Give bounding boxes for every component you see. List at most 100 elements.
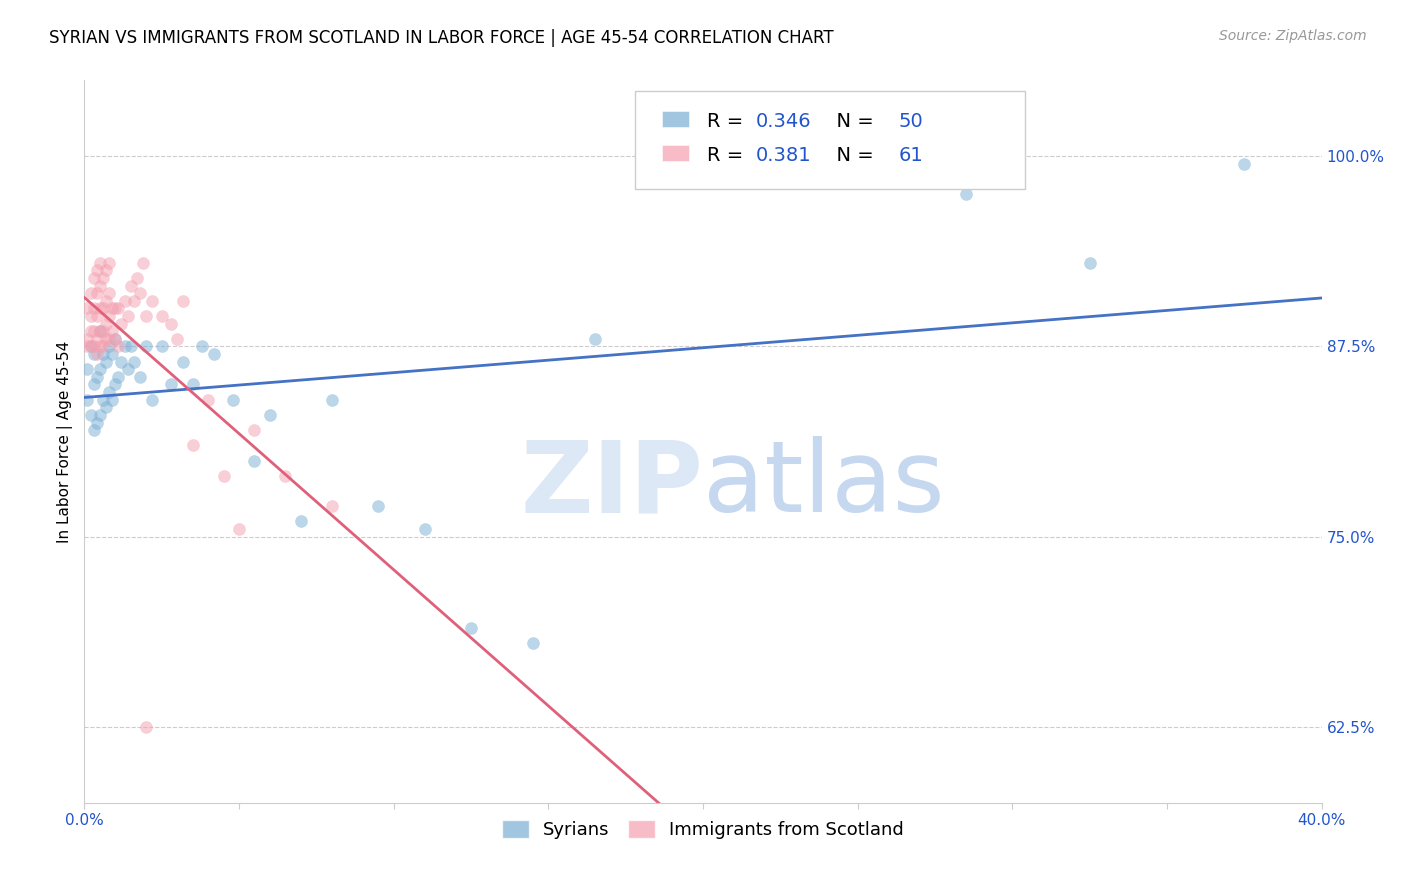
Point: [583, 332, 606, 346]
Point: [150, 309, 173, 323]
Point: [107, 339, 129, 353]
Point: [76, 301, 98, 316]
Point: [955, 187, 977, 202]
Point: [1233, 157, 1256, 171]
Point: [107, 370, 129, 384]
Point: [1078, 256, 1101, 270]
Point: [94, 317, 117, 331]
Point: [135, 720, 157, 734]
Point: [120, 339, 142, 353]
Point: [110, 317, 132, 331]
Point: [172, 293, 194, 308]
Y-axis label: In Labor Force | Age 45-54: In Labor Force | Age 45-54: [58, 341, 73, 542]
Point: [89, 278, 111, 293]
Point: [160, 317, 183, 331]
Point: [89, 408, 111, 422]
Point: [166, 332, 188, 346]
Point: [94, 354, 117, 368]
Text: SYRIAN VS IMMIGRANTS FROM SCOTLAND IN LABOR FORCE | AGE 45-54 CORRELATION CHART: SYRIAN VS IMMIGRANTS FROM SCOTLAND IN LA…: [49, 29, 834, 46]
Text: atlas: atlas: [703, 436, 945, 533]
Point: [91, 392, 114, 407]
Point: [79, 309, 101, 323]
Point: [321, 499, 343, 513]
Point: [120, 278, 142, 293]
Point: [101, 392, 124, 407]
Point: [86, 309, 108, 323]
Text: Source: ZipAtlas.com: Source: ZipAtlas.com: [1219, 29, 1367, 43]
Point: [117, 362, 139, 376]
Point: [98, 286, 121, 301]
Point: [460, 621, 482, 635]
Text: ZIP: ZIP: [520, 436, 703, 533]
Point: [83, 377, 105, 392]
Point: [135, 339, 157, 353]
Text: R =: R =: [707, 146, 749, 165]
Point: [91, 271, 114, 285]
Point: [89, 301, 111, 316]
Point: [202, 347, 225, 361]
Point: [86, 286, 108, 301]
Point: [172, 354, 194, 368]
Point: [86, 263, 108, 277]
Point: [98, 332, 121, 346]
Text: 0.381: 0.381: [756, 146, 811, 165]
Point: [413, 522, 436, 536]
Point: [101, 301, 124, 316]
Point: [522, 636, 544, 650]
Point: [91, 301, 114, 316]
Point: [79, 324, 101, 338]
Point: [83, 271, 105, 285]
Point: [104, 301, 127, 316]
FancyBboxPatch shape: [662, 145, 689, 161]
Point: [274, 468, 297, 483]
Text: 61: 61: [898, 146, 924, 165]
Text: 50: 50: [898, 112, 924, 131]
Point: [89, 324, 111, 338]
Point: [83, 339, 105, 353]
Point: [141, 293, 163, 308]
Point: [76, 362, 98, 376]
Point: [79, 286, 101, 301]
Point: [76, 332, 98, 346]
Point: [98, 256, 121, 270]
Point: [122, 293, 145, 308]
Point: [243, 453, 266, 467]
Point: [104, 332, 127, 346]
Point: [83, 301, 105, 316]
Point: [98, 385, 121, 400]
Point: [104, 377, 127, 392]
Point: [86, 370, 108, 384]
Point: [79, 339, 101, 353]
Point: [83, 324, 105, 338]
Text: N =: N =: [824, 112, 880, 131]
Point: [129, 286, 152, 301]
Point: [191, 339, 214, 353]
FancyBboxPatch shape: [662, 112, 689, 128]
Text: N =: N =: [824, 146, 880, 165]
Point: [160, 377, 183, 392]
Point: [101, 347, 124, 361]
Point: [228, 522, 250, 536]
Point: [125, 271, 148, 285]
Point: [94, 293, 117, 308]
Point: [91, 324, 114, 338]
Point: [89, 362, 111, 376]
Legend: Syrians, Immigrants from Scotland: Syrians, Immigrants from Scotland: [492, 811, 914, 848]
Point: [117, 309, 139, 323]
Point: [197, 392, 219, 407]
Point: [83, 423, 105, 437]
Point: [110, 354, 132, 368]
Point: [76, 392, 98, 407]
Point: [76, 339, 98, 353]
Point: [122, 354, 145, 368]
Point: [79, 408, 101, 422]
Point: [86, 332, 108, 346]
Point: [222, 392, 245, 407]
Point: [129, 370, 152, 384]
Point: [89, 339, 111, 353]
Point: [89, 324, 111, 338]
Point: [107, 301, 129, 316]
Point: [104, 332, 127, 346]
Point: [114, 339, 136, 353]
Point: [367, 499, 389, 513]
